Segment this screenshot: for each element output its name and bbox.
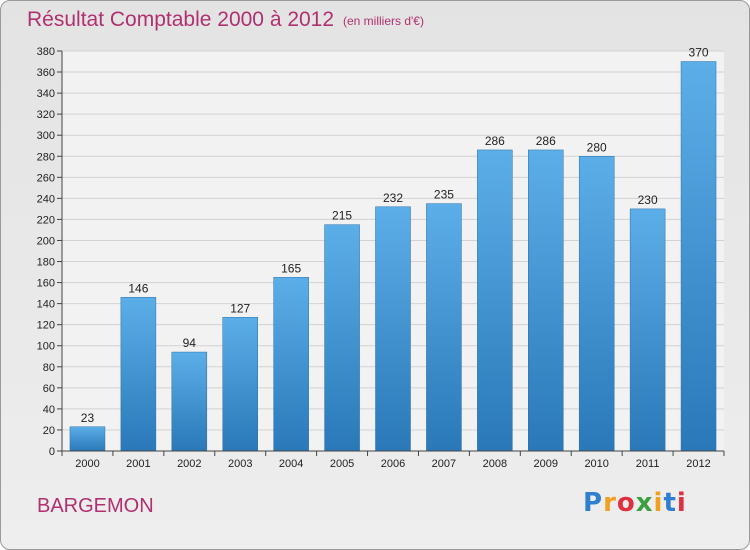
y-tick-label: 180 xyxy=(37,257,55,269)
bar-2010 xyxy=(578,156,615,452)
data-label: 370 xyxy=(689,46,709,60)
y-tick-label: 0 xyxy=(49,446,55,458)
x-tick-label: 2000 xyxy=(75,458,99,470)
logo-letter: i xyxy=(676,488,687,518)
y-tick-label: 280 xyxy=(37,151,55,163)
bar-2000 xyxy=(69,426,106,452)
x-tick-label: 2008 xyxy=(483,458,507,470)
y-tick-label: 300 xyxy=(37,130,55,142)
bar-2012 xyxy=(680,61,717,452)
bar-2006 xyxy=(375,206,411,452)
bar-2001 xyxy=(120,297,157,452)
y-tick-label: 340 xyxy=(37,88,55,100)
y-tick-label: 320 xyxy=(37,109,55,121)
y-tick-label: 100 xyxy=(37,341,55,353)
bar-2007 xyxy=(426,203,462,452)
data-labels: 23 146 94 127 165 215 232 235 286 286 280 230 370 xyxy=(81,46,709,425)
y-tick-label: 80 xyxy=(43,362,55,374)
x-tick-label: 2006 xyxy=(381,458,405,470)
x-tick-label: 2001 xyxy=(126,458,150,470)
x-tick-label: 2002 xyxy=(177,458,201,470)
data-label: 165 xyxy=(281,261,301,275)
x-tick-label: 2009 xyxy=(534,458,558,470)
bar-2009 xyxy=(528,149,564,452)
data-label: 286 xyxy=(536,134,556,148)
logo-letter: o xyxy=(616,488,636,518)
logo-letter: r xyxy=(603,488,617,518)
y-tick-label: 380 xyxy=(37,46,55,58)
bar-2002 xyxy=(171,351,208,452)
bar-2008 xyxy=(477,149,513,452)
proxiti-logo: Proxiti xyxy=(583,488,687,518)
y-tick-label: 200 xyxy=(37,235,55,247)
data-label: 230 xyxy=(638,193,658,207)
y-tick-label: 60 xyxy=(43,383,55,395)
data-label: 146 xyxy=(128,281,148,295)
logo-letter: t xyxy=(663,488,677,518)
data-label: 286 xyxy=(485,134,505,148)
y-tick-label: 240 xyxy=(37,193,55,205)
bar-2005 xyxy=(324,224,360,452)
y-tick-label: 220 xyxy=(37,214,55,226)
y-tick-label: 160 xyxy=(37,278,55,290)
data-label: 127 xyxy=(230,301,250,315)
x-tick-label: 2010 xyxy=(584,458,608,470)
logo-letter: P xyxy=(583,488,604,518)
y-tick-label: 360 xyxy=(37,67,55,79)
x-tick-label: 2012 xyxy=(686,458,710,470)
bar-2011 xyxy=(629,208,666,452)
bars xyxy=(69,61,717,452)
data-label: 235 xyxy=(434,188,454,202)
y-tick-label: 20 xyxy=(43,425,55,437)
chart-subtitle: (en milliers d'€) xyxy=(343,14,424,28)
place-name: BARGEMON xyxy=(37,495,154,517)
data-label: 215 xyxy=(332,209,352,223)
x-tick-label: 2005 xyxy=(330,458,354,470)
logo-letter: i xyxy=(653,488,664,518)
x-tick-label: 2004 xyxy=(279,458,303,470)
logo-letter: x xyxy=(635,488,654,518)
data-label: 232 xyxy=(383,191,403,205)
x-tick-label: 2007 xyxy=(432,458,456,470)
data-label: 280 xyxy=(587,140,607,154)
x-tick-label: 2011 xyxy=(636,458,660,470)
x-axis-ticks: 2000 2001 2002 2003 2004 2005 2006 2007 2008 2009… xyxy=(61,451,725,470)
y-tick-label: 120 xyxy=(37,320,55,332)
y-tick-label: 260 xyxy=(37,172,55,184)
chart-title: Résultat Comptable 2000 à 2012 xyxy=(27,8,335,31)
x-tick-label: 2003 xyxy=(228,458,252,470)
data-label: 94 xyxy=(183,336,197,350)
y-tick-label: 40 xyxy=(43,404,55,416)
bar-2003 xyxy=(222,317,258,452)
data-label: 23 xyxy=(81,411,95,425)
bar-2004 xyxy=(273,277,309,452)
y-axis-ticks: 0 20 40 60 80 100 120 140 160 180 200 220 240 260 280 3… xyxy=(37,46,62,458)
y-tick-label: 140 xyxy=(37,299,55,311)
